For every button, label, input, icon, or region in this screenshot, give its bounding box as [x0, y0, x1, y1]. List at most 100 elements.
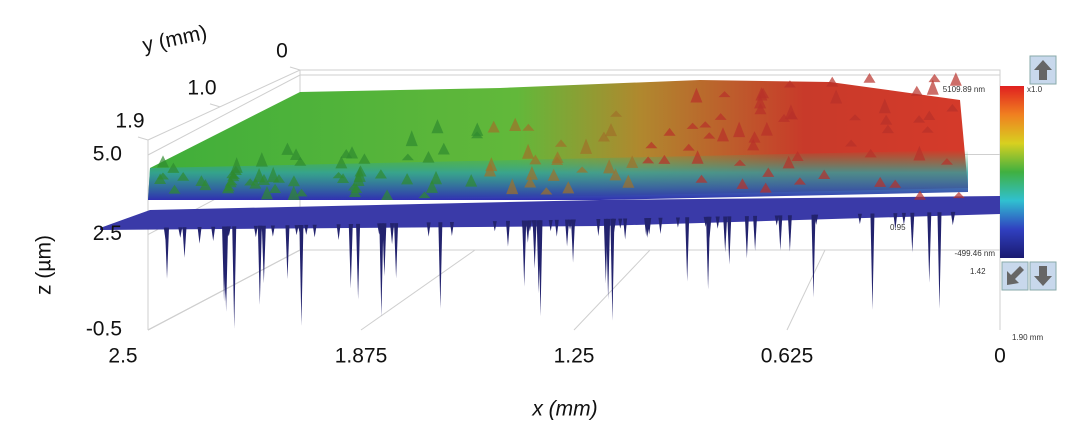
peak [863, 72, 876, 83]
peak [762, 167, 775, 177]
peak [760, 121, 773, 136]
spike [870, 213, 875, 310]
peak [525, 165, 538, 180]
peak [269, 183, 282, 194]
peak [177, 172, 190, 181]
peak [921, 126, 934, 133]
spike [538, 220, 543, 317]
icon [1007, 266, 1024, 285]
x-tick-label: 0.625 [761, 345, 814, 368]
peak [778, 113, 791, 122]
peak [295, 188, 308, 197]
spike [901, 212, 906, 225]
spike [571, 219, 576, 263]
spike [348, 223, 353, 289]
colorbar-scale: x1.0 [1027, 85, 1043, 94]
peak [465, 174, 478, 187]
z-axis-label: z (µm) [33, 235, 56, 295]
y-tick-label: 1.9 [115, 110, 144, 133]
peak [422, 150, 435, 163]
z-tick-label: 2.5 [93, 222, 122, 245]
peak [626, 155, 639, 168]
spike [645, 218, 650, 238]
peak [645, 141, 658, 149]
spike [211, 226, 216, 242]
peak [255, 152, 268, 167]
peak [610, 110, 623, 117]
colorbar-max: 5109.89 nm [943, 85, 986, 94]
peak [949, 72, 962, 86]
y-tick-mark [209, 103, 221, 108]
peak [642, 156, 655, 164]
spike [438, 222, 443, 309]
peak [830, 89, 843, 104]
peak [686, 122, 699, 129]
spike [394, 223, 399, 279]
peak [522, 143, 535, 159]
peak [156, 155, 169, 168]
peak [747, 138, 760, 151]
icon [1034, 60, 1052, 80]
colorbar-min: -499.46 nm [955, 249, 996, 258]
spike [349, 223, 354, 237]
y-tick-mark [289, 66, 301, 71]
peak [913, 145, 926, 161]
peak [156, 172, 169, 180]
peak [509, 117, 522, 131]
peak [487, 120, 500, 133]
peak [714, 113, 727, 120]
peak [881, 124, 894, 134]
spike [857, 213, 862, 225]
peak [562, 181, 575, 194]
spike [232, 226, 237, 329]
peak [337, 173, 350, 184]
spike [675, 217, 680, 228]
peak [736, 178, 749, 189]
peak [928, 73, 941, 83]
peak [733, 159, 746, 166]
spike [522, 220, 527, 236]
peak [682, 143, 695, 151]
spike [744, 216, 749, 259]
spike [270, 225, 275, 237]
peak [703, 132, 716, 139]
peak [784, 104, 797, 119]
x-tick-label: 2.5 [108, 345, 137, 368]
spike [449, 221, 454, 237]
spike [525, 220, 530, 243]
spike [356, 223, 361, 300]
peak [603, 159, 616, 174]
peak [547, 168, 560, 181]
surface [100, 72, 1000, 329]
peak [249, 177, 262, 189]
spike [623, 218, 628, 240]
spike [285, 225, 290, 280]
spike [618, 218, 623, 229]
peak [695, 174, 708, 183]
peak [381, 189, 394, 200]
peak [287, 175, 300, 187]
peak [555, 139, 568, 147]
x-axis-label: x (mm) [531, 398, 597, 421]
peak [294, 156, 307, 166]
spike [197, 227, 202, 244]
peak [346, 146, 359, 159]
peak [272, 174, 285, 183]
peak [658, 154, 671, 164]
spike [787, 215, 792, 252]
peak [913, 115, 926, 123]
side-label: 1.90 mm [1012, 333, 1043, 342]
spike [165, 227, 170, 279]
spike [727, 216, 732, 265]
spike [610, 218, 615, 321]
peak [754, 103, 767, 115]
spike [505, 220, 510, 247]
spike [304, 224, 309, 235]
x-tick-label: 1.25 [554, 345, 595, 368]
peak [290, 148, 303, 161]
peak [910, 85, 923, 96]
spike [390, 223, 395, 245]
spike [226, 226, 231, 237]
peak [257, 173, 270, 186]
spike [685, 217, 690, 282]
